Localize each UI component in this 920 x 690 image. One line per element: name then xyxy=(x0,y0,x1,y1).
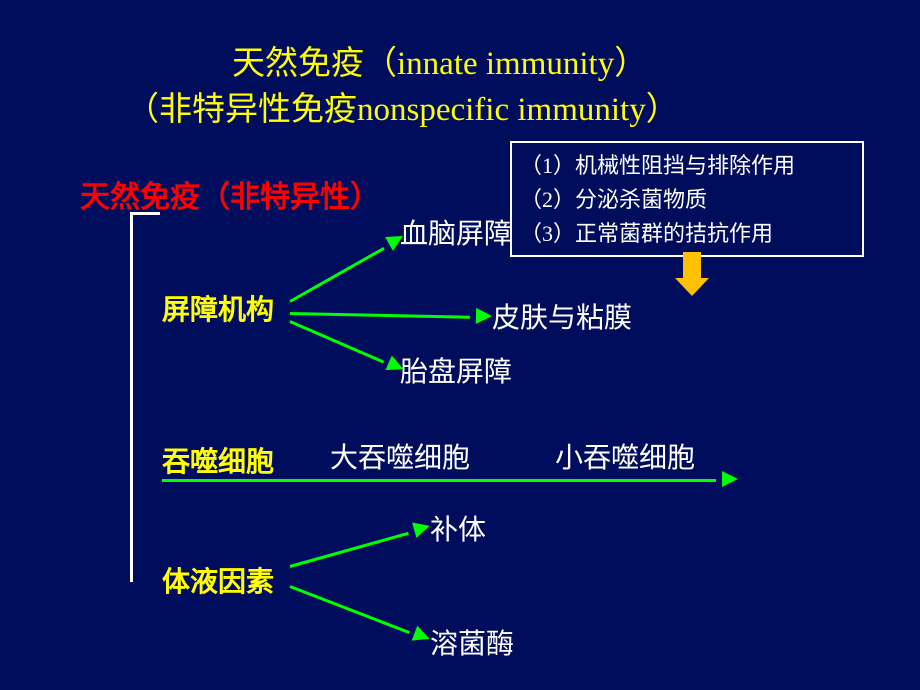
branch-phagocyte-label: 吞噬细胞 xyxy=(162,440,274,480)
phagocyte-macrophage-label: 大吞噬细胞 xyxy=(330,436,470,476)
tree-tick xyxy=(130,212,160,215)
branch-humoral-label: 体液因素 xyxy=(162,560,274,600)
humoral-lysozyme-label: 溶菌酶 xyxy=(430,622,514,662)
phagocyte-microphage-label: 小吞噬细胞 xyxy=(555,436,695,476)
barrier-placenta-label: 胎盘屏障 xyxy=(400,350,512,390)
barrier-blood-brain-label: 血脑屏障 xyxy=(400,212,512,252)
arrow-line xyxy=(290,312,470,319)
callout-line-1: （1）机械性阻挡与排除作用 xyxy=(520,149,850,183)
arrow-line xyxy=(290,532,409,568)
section-heading: 天然免疫（非特异性） xyxy=(80,172,380,216)
humoral-complement-label: 补体 xyxy=(430,508,486,548)
slide-title-line1: 天然免疫（innate immunity） xyxy=(232,36,647,84)
callout-line-2: （2）分泌杀菌物质 xyxy=(520,183,850,217)
arrow-line xyxy=(289,320,383,363)
slide-canvas: 天然免疫（innate immunity） （非特异性免疫nonspecific… xyxy=(0,0,920,690)
barrier-skin-mucosa-label: 皮肤与粘膜 xyxy=(492,296,632,336)
callout-arrow-icon xyxy=(675,252,709,296)
arrow-head-icon xyxy=(722,471,738,487)
arrow-head-icon xyxy=(476,308,492,324)
arrow-line xyxy=(289,247,384,303)
slide-title-line2: （非特异性免疫nonspecific immunity） xyxy=(126,82,679,130)
arrow-head-icon xyxy=(412,518,432,538)
arrow-line xyxy=(289,585,409,634)
arrow-line xyxy=(162,479,716,482)
tree-vline xyxy=(130,212,133,582)
branch-barrier-label: 屏障机构 xyxy=(162,288,274,328)
skin-mucosa-callout-box: （1）机械性阻挡与排除作用 （2）分泌杀菌物质 （3）正常菌群的拮抗作用 xyxy=(510,141,864,257)
callout-line-3: （3）正常菌群的拮抗作用 xyxy=(520,217,850,251)
